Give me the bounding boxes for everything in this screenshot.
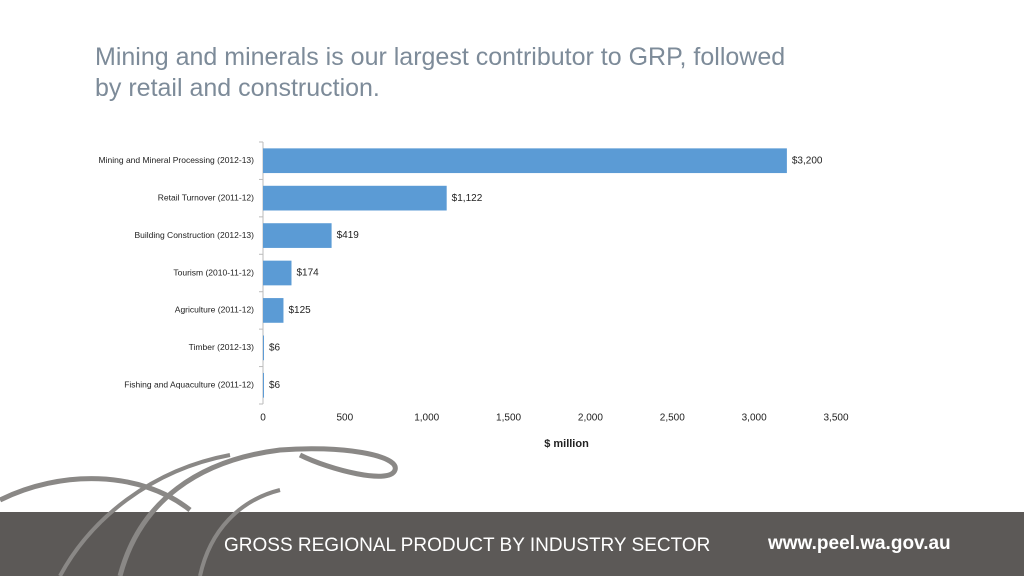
footer-caption: GROSS REGIONAL PRODUCT BY INDUSTRY SECTO… (224, 535, 711, 556)
y-tick-label: Timber (2012-13) (189, 342, 255, 352)
value-label: $6 (269, 380, 281, 391)
bar (263, 185, 447, 211)
slide-title: Mining and minerals is our largest contr… (95, 43, 786, 102)
x-tick-label: 500 (337, 413, 354, 424)
value-label: $6 (269, 342, 281, 353)
footer-band: GROSS REGIONAL PRODUCT BY INDUSTRY SECTO… (0, 512, 1024, 576)
value-label: $1,122 (452, 193, 483, 204)
y-tick-label: Retail Turnover (2011-12) (158, 192, 254, 202)
y-tick-label: Tourism (2010-11-12) (173, 267, 254, 277)
bar (263, 223, 332, 248)
x-tick-label: 2,500 (660, 413, 685, 424)
x-tick-label: 0 (260, 413, 266, 424)
bar (263, 148, 787, 174)
x-tick-label: 2,000 (578, 413, 603, 424)
y-tick-label: Building Construction (2012-13) (134, 230, 254, 240)
decoration (0, 446, 398, 576)
x-tick-label: 3,000 (742, 413, 767, 424)
footer-url: www.peel.wa.gov.au (768, 533, 951, 554)
value-label: $3,200 (792, 155, 823, 166)
value-label: $419 (337, 230, 360, 241)
value-label: $174 (296, 268, 319, 279)
x-tick-label: 1,000 (414, 413, 439, 424)
bar (263, 260, 292, 286)
x-axis-label: $ million (544, 438, 589, 450)
y-tick-label: Fishing and Aquaculture (2011-12) (124, 380, 254, 390)
y-tick-label: Mining and Mineral Processing (2012-13) (99, 155, 255, 165)
bar (263, 372, 264, 398)
bar (263, 298, 284, 323)
value-label: $125 (288, 305, 311, 316)
y-tick-label: Agriculture (2011-12) (175, 305, 254, 315)
bar (263, 335, 264, 361)
x-tick-label: 3,500 (823, 413, 848, 424)
x-tick-label: 1,500 (496, 413, 521, 424)
